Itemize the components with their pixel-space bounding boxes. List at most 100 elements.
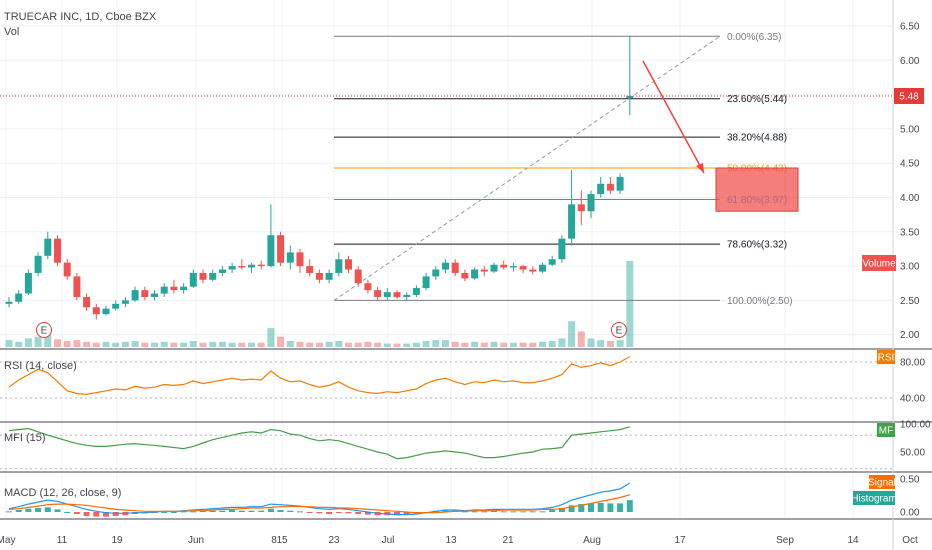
earnings-marker-icon[interactable]	[36, 322, 52, 338]
volume-bar[interactable]	[383, 343, 391, 347]
histogram-bar[interactable]	[568, 505, 575, 512]
volume-bar[interactable]	[422, 340, 430, 347]
candle-body[interactable]	[606, 183, 614, 191]
histogram-bar[interactable]	[73, 512, 80, 514]
histogram-bar[interactable]	[510, 511, 517, 513]
volume-bar[interactable]	[257, 342, 265, 347]
candle-body[interactable]	[63, 262, 71, 277]
candle-body[interactable]	[461, 272, 469, 279]
histogram-bar[interactable]	[306, 512, 313, 513]
histogram-bar[interactable]	[558, 508, 565, 512]
volume-bar[interactable]	[54, 339, 61, 347]
histogram-bar[interactable]	[64, 512, 71, 513]
volume-legend[interactable]: Vol	[4, 26, 20, 38]
candle-body[interactable]	[24, 272, 32, 294]
histogram-bar[interactable]	[481, 511, 488, 513]
candle-body[interactable]	[529, 269, 537, 272]
volume-bar[interactable]	[5, 340, 13, 347]
volume-bar[interactable]	[92, 342, 100, 347]
histogram-bar[interactable]	[161, 512, 168, 513]
price-panel[interactable]: 0.00%(6.35)23.60%(5.44)38.20%(4.88)50.00…	[0, 32, 893, 347]
candle-body[interactable]	[315, 272, 323, 280]
histogram-bar[interactable]	[25, 508, 32, 512]
volume-bar[interactable]	[432, 340, 440, 347]
volume-bar[interactable]	[24, 338, 32, 347]
mfi-panel[interactable]	[8, 426, 630, 460]
candle-body[interactable]	[170, 286, 178, 291]
candle-body[interactable]	[102, 308, 110, 315]
volume-bar[interactable]	[63, 340, 71, 347]
projection-arrow-line[interactable]	[642, 60, 705, 174]
histogram-bar[interactable]	[248, 510, 255, 512]
histogram-bar[interactable]	[219, 510, 226, 512]
volume-bar[interactable]	[393, 343, 401, 347]
mfi-line[interactable]	[8, 426, 630, 460]
volume-bar[interactable]	[461, 342, 469, 347]
histogram-bar[interactable]	[103, 512, 109, 517]
volume-bar[interactable]	[170, 342, 178, 347]
candle-body[interactable]	[548, 259, 556, 265]
volume-bar[interactable]	[354, 342, 362, 347]
volume-bar[interactable]	[364, 341, 372, 347]
volume-bar[interactable]	[15, 341, 23, 347]
volume-bar[interactable]	[587, 338, 595, 347]
histogram-bar[interactable]	[491, 510, 497, 512]
volume-bar[interactable]	[151, 342, 158, 347]
volume-bar[interactable]	[180, 342, 188, 347]
candle-body[interactable]	[54, 238, 61, 263]
histogram-bar[interactable]	[578, 504, 585, 512]
histogram-bar[interactable]	[200, 510, 206, 512]
volume-bar[interactable]	[315, 342, 323, 347]
histogram-bar[interactable]	[626, 500, 633, 512]
candle-body[interactable]	[403, 294, 411, 297]
candle-body[interactable]	[218, 269, 226, 273]
histogram-bar[interactable]	[316, 512, 323, 514]
histogram-bar[interactable]	[112, 512, 119, 516]
candle-body[interactable]	[83, 296, 91, 308]
volume-bar[interactable]	[112, 342, 120, 347]
volume-bar[interactable]	[490, 341, 498, 347]
volume-bar[interactable]	[277, 336, 285, 347]
rsi-panel[interactable]	[8, 356, 631, 396]
volume-bar[interactable]	[189, 340, 197, 347]
candle-body[interactable]	[616, 176, 624, 191]
candle-body[interactable]	[257, 264, 265, 267]
histogram-bar[interactable]	[335, 512, 342, 513]
volume-bar[interactable]	[616, 340, 624, 347]
histogram-bar[interactable]	[364, 512, 371, 515]
histogram-bar[interactable]	[529, 511, 536, 513]
volume-bar[interactable]	[403, 343, 411, 347]
histogram-bar[interactable]	[6, 511, 12, 513]
histogram-bar[interactable]	[287, 510, 294, 512]
histogram-bar[interactable]	[549, 510, 556, 512]
candle-body[interactable]	[509, 266, 517, 268]
candle-body[interactable]	[587, 194, 595, 212]
fib-trend-line[interactable]	[333, 35, 721, 301]
volume-bar[interactable]	[626, 261, 634, 347]
candle-body[interactable]	[490, 264, 498, 272]
histogram-bar[interactable]	[190, 511, 197, 513]
volume-bar[interactable]	[577, 331, 585, 347]
histogram-bar[interactable]	[277, 510, 284, 512]
volume-bar[interactable]	[228, 342, 236, 347]
candle-body[interactable]	[422, 276, 430, 289]
volume-bar[interactable]	[199, 342, 207, 347]
candle-body[interactable]	[626, 95, 634, 99]
candle-body[interactable]	[189, 272, 197, 287]
candle-body[interactable]	[151, 293, 158, 297]
volume-bar[interactable]	[412, 342, 420, 347]
candle-body[interactable]	[180, 286, 188, 291]
candle-body[interactable]	[112, 303, 120, 309]
candle-body[interactable]	[568, 204, 576, 239]
candle-body[interactable]	[238, 266, 246, 268]
candle-body[interactable]	[393, 292, 401, 297]
candle-body[interactable]	[432, 269, 440, 277]
candle-body[interactable]	[209, 272, 217, 280]
histogram-bar[interactable]	[355, 512, 362, 514]
volume-bar[interactable]	[568, 321, 576, 347]
histogram-bar[interactable]	[345, 512, 352, 514]
histogram-bar[interactable]	[442, 510, 449, 512]
volume-bar[interactable]	[160, 341, 168, 347]
candle-body[interactable]	[345, 259, 352, 270]
